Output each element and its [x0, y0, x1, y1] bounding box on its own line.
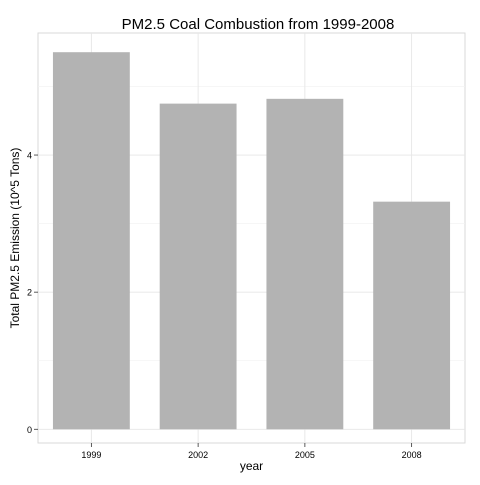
x-tick-label: 2008 [402, 450, 422, 460]
chart-title: PM2.5 Coal Combustion from 1999-2008 [122, 16, 395, 33]
bar-1999 [52, 52, 130, 430]
x-tick-label: 1999 [81, 450, 101, 460]
y-tick-label: 0 [27, 425, 32, 435]
bar-2008 [373, 201, 451, 430]
y-tick-label: 4 [27, 151, 32, 161]
y-axis: 0 2 4 [27, 151, 38, 435]
bar-2002 [159, 103, 237, 430]
x-tick-label: 2005 [295, 450, 315, 460]
bars [52, 52, 451, 430]
x-axis-label: year [240, 459, 263, 473]
y-axis-label: Total PM2.5 Emission (10^5 Tons) [8, 148, 22, 329]
x-axis: 1999 2002 2005 2008 [81, 443, 422, 460]
y-tick-label: 2 [27, 288, 32, 298]
bar-2005 [266, 98, 344, 430]
x-tick-label: 2002 [188, 450, 208, 460]
